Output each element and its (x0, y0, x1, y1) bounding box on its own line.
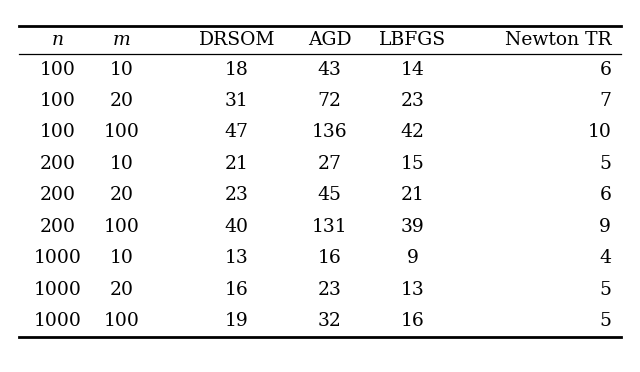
Text: 19: 19 (225, 312, 249, 330)
Text: 200: 200 (40, 218, 76, 236)
Text: 100: 100 (40, 124, 76, 141)
Text: 9: 9 (599, 218, 611, 236)
Text: 100: 100 (104, 312, 140, 330)
Text: 100: 100 (104, 124, 140, 141)
Text: 43: 43 (317, 61, 342, 78)
Text: 5: 5 (599, 155, 611, 173)
Text: 32: 32 (317, 312, 342, 330)
Text: 1000: 1000 (34, 280, 81, 299)
Text: 9: 9 (407, 249, 419, 267)
Text: 100: 100 (104, 218, 140, 236)
Text: 131: 131 (312, 218, 348, 236)
Text: 20: 20 (109, 186, 134, 204)
Text: 20: 20 (109, 92, 134, 110)
Text: 5: 5 (599, 280, 611, 299)
Text: m: m (113, 31, 131, 49)
Text: 6: 6 (599, 61, 611, 78)
Text: DRSOM: DRSOM (198, 31, 275, 49)
Text: 100: 100 (40, 92, 76, 110)
Text: 13: 13 (225, 249, 249, 267)
Text: 5: 5 (599, 312, 611, 330)
Text: 39: 39 (401, 218, 425, 236)
Text: 4: 4 (599, 249, 611, 267)
Text: 23: 23 (401, 92, 425, 110)
Text: 16: 16 (225, 280, 249, 299)
Text: 1000: 1000 (34, 249, 81, 267)
Text: 15: 15 (401, 155, 425, 173)
Text: 21: 21 (225, 155, 249, 173)
Text: 200: 200 (40, 155, 76, 173)
Text: 16: 16 (317, 249, 342, 267)
Text: 100: 100 (40, 61, 76, 78)
Text: 14: 14 (401, 61, 425, 78)
Text: Newton TR: Newton TR (504, 31, 611, 49)
Text: 20: 20 (109, 280, 134, 299)
Text: 31: 31 (225, 92, 249, 110)
Text: 10: 10 (109, 155, 134, 173)
Text: 21: 21 (401, 186, 425, 204)
Text: 10: 10 (588, 124, 611, 141)
Text: 10: 10 (109, 61, 134, 78)
Text: 7: 7 (599, 92, 611, 110)
Text: 200: 200 (40, 186, 76, 204)
Text: 6: 6 (599, 186, 611, 204)
Text: 1000: 1000 (34, 312, 81, 330)
Text: 42: 42 (401, 124, 425, 141)
Text: 16: 16 (401, 312, 425, 330)
Text: LBFGS: LBFGS (380, 31, 446, 49)
Text: 72: 72 (317, 92, 342, 110)
Text: 47: 47 (225, 124, 249, 141)
Text: 27: 27 (317, 155, 342, 173)
Text: 18: 18 (225, 61, 249, 78)
Text: AGD: AGD (308, 31, 351, 49)
Text: 136: 136 (312, 124, 348, 141)
Text: 23: 23 (225, 186, 249, 204)
Text: 45: 45 (317, 186, 342, 204)
Text: n: n (52, 31, 63, 49)
Text: 40: 40 (225, 218, 249, 236)
Text: 23: 23 (317, 280, 342, 299)
Text: 10: 10 (109, 249, 134, 267)
Text: 13: 13 (401, 280, 425, 299)
